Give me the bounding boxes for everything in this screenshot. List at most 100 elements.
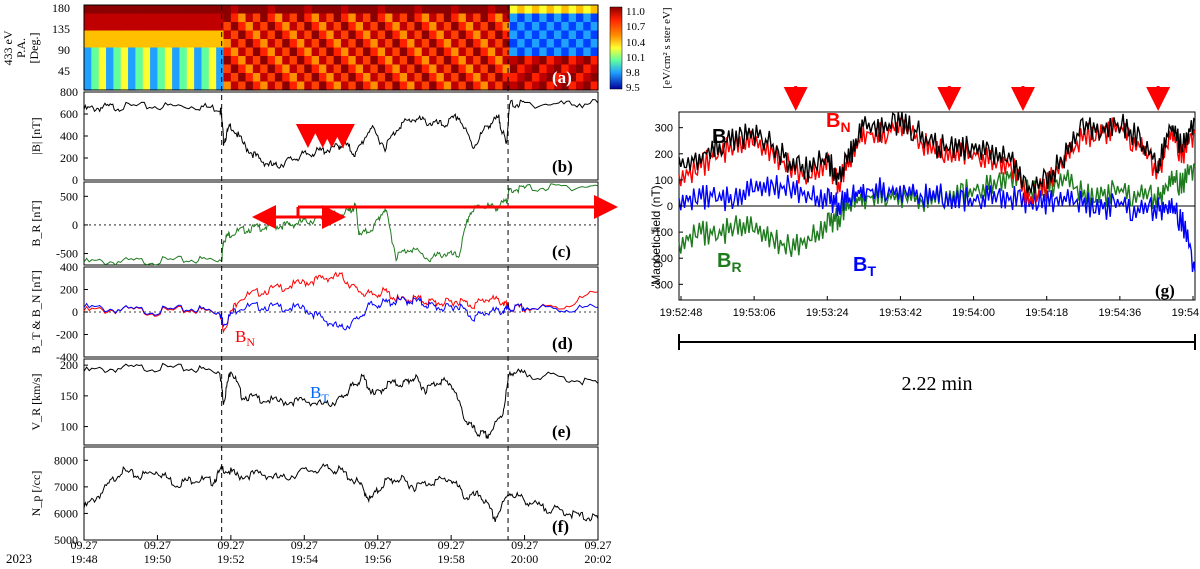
heatmap-cell — [106, 47, 114, 57]
heatmap-cell — [106, 56, 114, 66]
heatmap-cell — [363, 5, 371, 15]
heatmap-cell — [399, 22, 408, 32]
heatmap-cell — [230, 64, 239, 74]
heatmap-cell — [194, 56, 203, 66]
colorbar-tick: 9.5 — [626, 82, 640, 94]
heatmap-cell — [575, 30, 584, 40]
heatmap-cell — [326, 22, 335, 32]
heatmap-cell — [208, 64, 217, 74]
heatmap-cell — [157, 64, 166, 74]
heatmap-cell — [531, 64, 540, 74]
ytick-label: 135 — [52, 22, 70, 36]
heatmap-cell — [561, 5, 570, 15]
heatmap-cell — [502, 64, 511, 74]
panel-c-ylabel: B_R [nT] — [29, 200, 43, 246]
panel-a-yticks: 180 135 90 45 — [52, 1, 70, 78]
label-BN-g-sub: N — [840, 119, 850, 135]
heatmap-cell — [208, 73, 217, 83]
heatmap-cell — [546, 22, 555, 32]
zoom-arrows — [252, 195, 618, 229]
heatmap-cell — [502, 22, 511, 32]
xtick-time: 19:48 — [70, 552, 97, 566]
heatmap-cell — [179, 13, 188, 23]
heatmap-cell — [333, 5, 342, 15]
colorbar-tick: 11.0 — [626, 6, 645, 18]
heatmap-cell — [230, 22, 239, 32]
ytick-label: 0 — [667, 201, 673, 213]
heatmap-cell — [443, 56, 452, 66]
heatmap-cell — [98, 56, 107, 66]
label-BT-d: BT — [310, 383, 329, 405]
heatmap-cell — [363, 81, 371, 91]
heatmap-cell — [553, 13, 562, 23]
heatmap-cell — [179, 39, 188, 49]
heatmap-cell — [326, 5, 335, 15]
ytick-label: 90 — [58, 43, 70, 57]
heatmap-cell — [414, 81, 423, 91]
heatmap-cell — [465, 47, 474, 57]
heatmap-cell — [517, 47, 526, 57]
heatmap-cell — [568, 47, 577, 57]
heatmap-cell — [392, 81, 401, 91]
heatmap-cell — [289, 13, 298, 23]
heatmap-cell — [487, 64, 496, 74]
heatmap-cell — [546, 5, 555, 15]
heatmap-cell — [120, 73, 129, 83]
heatmap-cell — [495, 64, 504, 74]
heatmap-cell — [495, 81, 504, 91]
heatmap-cell — [194, 13, 203, 23]
heatmap-cell — [84, 13, 92, 23]
heatmap-cell — [84, 22, 92, 32]
heatmap-cell — [370, 64, 379, 74]
heatmap-cell — [443, 22, 452, 32]
heatmap-cell — [546, 56, 555, 66]
heatmap-cell — [289, 5, 298, 15]
heatmap-cell — [473, 64, 482, 74]
heatmap-cell — [355, 30, 364, 40]
heatmap-cell — [164, 22, 173, 32]
heatmap-cell — [531, 81, 540, 91]
heatmap-cell — [392, 64, 401, 74]
heatmap-cell — [216, 39, 225, 49]
heatmap-cell — [150, 64, 159, 74]
heatmap-cell — [223, 64, 232, 74]
heatmap-cell — [142, 47, 151, 57]
heatmap-cell — [509, 64, 518, 74]
heatmap-cell — [583, 64, 592, 74]
heatmap-cell — [304, 22, 313, 32]
heatmap-cell — [451, 47, 460, 57]
heatmap-cell — [84, 47, 92, 57]
heatmap-cell — [495, 30, 504, 40]
xtick-label: 19:52:48 — [660, 307, 703, 319]
heatmap-cell — [502, 73, 511, 83]
heatmap-cell — [465, 56, 474, 66]
heatmap-cell — [377, 30, 386, 40]
heatmap-cell — [465, 5, 474, 15]
heatmap-cell — [370, 22, 379, 32]
heatmap-cell — [377, 47, 386, 57]
heatmap-cell — [502, 56, 511, 66]
heatmap-cell — [436, 22, 445, 32]
colorbar-tick: 10.7 — [626, 21, 646, 33]
label-BR-g: BR — [717, 250, 742, 275]
heatmap-cell — [98, 73, 107, 83]
heatmap-cell — [392, 47, 401, 57]
panel-e-frame — [83, 358, 599, 446]
heatmap-cell — [91, 64, 100, 74]
heatmap-cell — [135, 81, 144, 91]
series-line — [83, 362, 599, 439]
heatmap-cell — [267, 64, 276, 74]
heatmap-cell — [84, 64, 92, 74]
heatmap-cell — [465, 22, 474, 32]
heatmap-cell — [252, 64, 261, 74]
heatmap-cell — [348, 81, 357, 91]
heatmap-cell — [282, 81, 291, 91]
heatmap-cell — [289, 39, 298, 49]
heatmap-cell — [495, 13, 504, 23]
heatmap-cell — [274, 56, 283, 66]
heatmap-cell — [289, 47, 298, 57]
heatmap-cell — [370, 13, 379, 23]
heatmap-cell — [326, 64, 335, 74]
series-line-B — [678, 111, 1196, 194]
heatmap-cell — [370, 81, 379, 91]
